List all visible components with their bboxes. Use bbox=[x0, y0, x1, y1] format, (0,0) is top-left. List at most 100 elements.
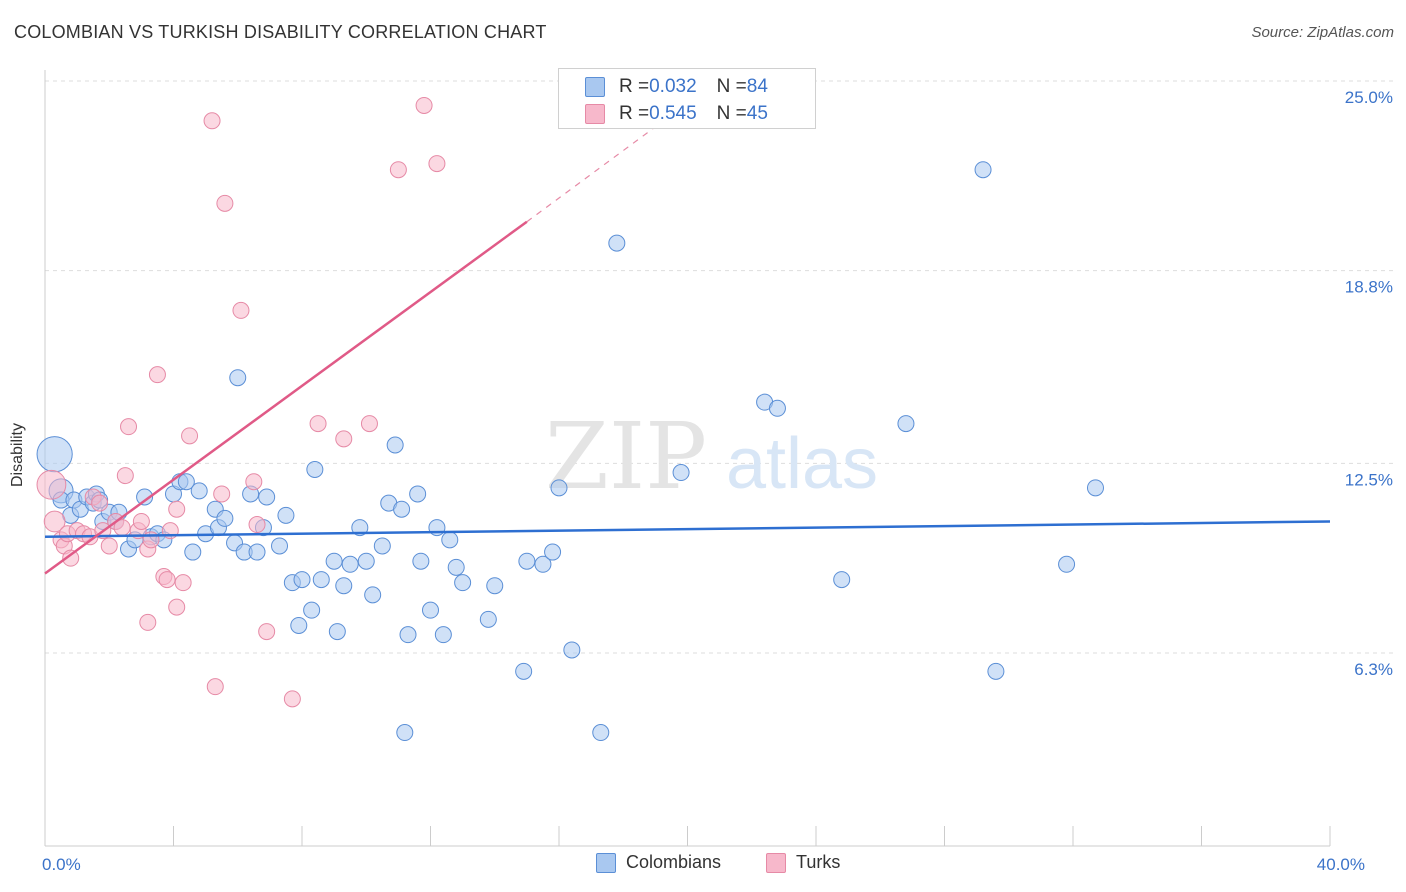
colombian-point bbox=[306, 460, 324, 478]
turk-point bbox=[181, 427, 199, 445]
y-tick-label: 25.0% bbox=[1345, 88, 1393, 107]
colombian-point bbox=[290, 616, 308, 634]
turk-point bbox=[132, 512, 150, 530]
turk-point bbox=[116, 467, 134, 485]
colombian-point bbox=[518, 552, 536, 570]
watermark-zip: ZIP bbox=[545, 403, 707, 510]
colombian-point bbox=[271, 537, 289, 555]
colombian-point bbox=[399, 626, 417, 644]
legend-label-colombians: Colombians bbox=[626, 852, 722, 872]
r-label: R = bbox=[619, 103, 650, 124]
turk-point bbox=[62, 549, 80, 567]
source-credit: Source: ZipAtlas.com bbox=[1251, 24, 1394, 41]
turk-point bbox=[139, 613, 157, 631]
turk-point bbox=[206, 678, 224, 696]
n-value: 45 bbox=[746, 103, 768, 124]
stats-legend: R = 0.032 N = 84 R = 0.545 N = 45 bbox=[558, 68, 816, 129]
colombian-point bbox=[1058, 555, 1076, 573]
colombian-point bbox=[229, 369, 247, 387]
turk-point bbox=[91, 494, 109, 512]
turk-point bbox=[245, 473, 263, 491]
turk-point bbox=[43, 510, 66, 533]
turk-point bbox=[213, 485, 231, 503]
turk-point bbox=[248, 516, 266, 534]
stats-legend-row-turks: R = 0.545 N = 45 bbox=[585, 102, 768, 126]
turk-point bbox=[158, 571, 176, 589]
colombian-point bbox=[550, 479, 568, 497]
turk-point bbox=[335, 430, 353, 448]
turk-point bbox=[389, 161, 407, 179]
colombian-point bbox=[216, 509, 234, 527]
colombian-point bbox=[36, 436, 73, 473]
colombian-point bbox=[303, 601, 321, 619]
turk-point bbox=[428, 155, 446, 173]
colombian-point bbox=[434, 626, 452, 644]
colombian-point bbox=[248, 543, 266, 561]
turk-point bbox=[36, 469, 67, 500]
colombian-trendline bbox=[44, 520, 1331, 539]
colombian-point bbox=[987, 662, 1005, 680]
colombian-point bbox=[534, 555, 552, 573]
colombian-point bbox=[833, 571, 851, 589]
colombian-point bbox=[364, 586, 382, 604]
turk-point bbox=[415, 96, 433, 114]
turk-point bbox=[232, 301, 250, 319]
turk-point bbox=[168, 598, 186, 616]
colombian-point bbox=[293, 571, 311, 589]
legend-item-turks[interactable]: Turks bbox=[766, 852, 840, 873]
x-tick-label: 40.0% bbox=[1317, 855, 1365, 874]
turk-point bbox=[148, 366, 166, 384]
turk-point bbox=[283, 690, 301, 708]
colombian-point bbox=[351, 519, 369, 537]
turk-point bbox=[309, 415, 327, 433]
colombian-point bbox=[515, 662, 533, 680]
colombian-point bbox=[386, 436, 404, 454]
colombian-point bbox=[1086, 479, 1104, 497]
turk-point bbox=[100, 537, 118, 555]
turk-point bbox=[360, 415, 378, 433]
colombian-point bbox=[357, 552, 375, 570]
colombian-point bbox=[974, 161, 992, 179]
colombian-point bbox=[486, 577, 504, 595]
r-value: 0.032 bbox=[649, 76, 697, 97]
legend-item-colombians[interactable]: Colombians bbox=[596, 852, 721, 873]
colombian-point bbox=[277, 506, 295, 524]
colombian-point bbox=[177, 473, 195, 491]
colombian-point bbox=[328, 623, 346, 641]
turk-point bbox=[174, 574, 192, 592]
colombian-point bbox=[672, 464, 690, 482]
turk-point bbox=[203, 112, 221, 130]
colombian-point bbox=[768, 399, 786, 417]
colombian-point bbox=[422, 601, 439, 619]
turk-point bbox=[120, 418, 138, 436]
colombian-point bbox=[136, 488, 154, 506]
colombian-point bbox=[373, 537, 391, 555]
r-value: 0.545 bbox=[649, 103, 697, 124]
colombian-point bbox=[393, 500, 411, 518]
colombian-point bbox=[412, 552, 430, 570]
colombian-point bbox=[190, 482, 208, 500]
x-tick-label: 0.0% bbox=[42, 855, 81, 874]
watermark-atlas: atlas bbox=[726, 424, 878, 504]
r-label: R = bbox=[619, 76, 650, 97]
colombian-point bbox=[447, 558, 465, 576]
colombian-point bbox=[563, 641, 581, 659]
n-value: 84 bbox=[746, 76, 768, 97]
colombian-point bbox=[335, 577, 353, 595]
y-tick-label: 6.3% bbox=[1354, 660, 1393, 679]
colombian-point bbox=[184, 543, 202, 561]
colombian-point bbox=[258, 488, 276, 506]
legend-label-turks: Turks bbox=[796, 852, 841, 872]
n-label: N = bbox=[716, 76, 747, 97]
turk-point bbox=[216, 194, 234, 212]
turk-trendline bbox=[44, 220, 528, 575]
turk-point bbox=[168, 500, 186, 518]
legend-swatch-turks bbox=[585, 104, 605, 124]
colombian-point bbox=[544, 543, 562, 561]
colombian-point bbox=[608, 234, 626, 252]
stats-legend-row-colombians: R = 0.032 N = 84 bbox=[585, 75, 768, 99]
colombian-point bbox=[325, 552, 343, 570]
turk-trendline-extension bbox=[526, 126, 656, 223]
chart-title: COLOMBIAN VS TURKISH DISABILITY CORRELAT… bbox=[14, 22, 547, 42]
